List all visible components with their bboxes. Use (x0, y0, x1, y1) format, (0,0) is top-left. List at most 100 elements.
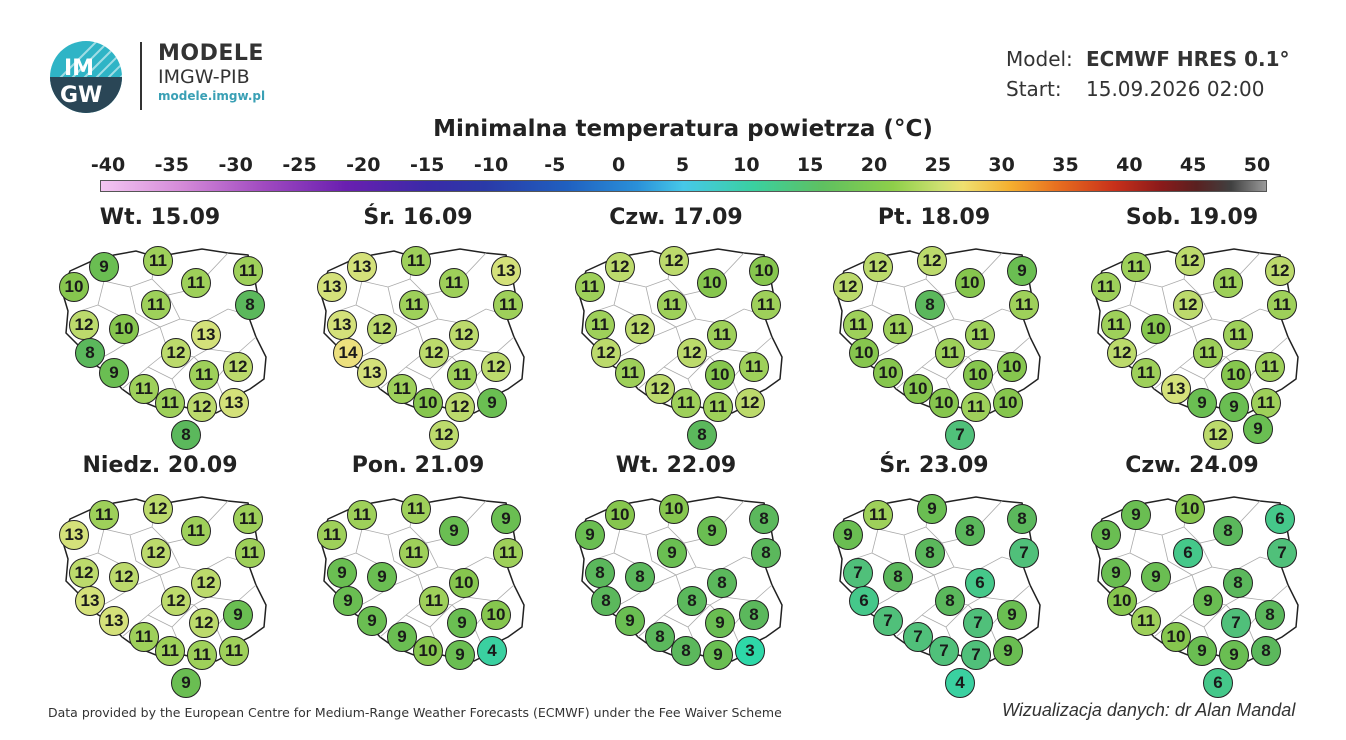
temperature-marker: 8 (171, 420, 201, 450)
temperature-marker: 8 (739, 600, 769, 630)
model-info: Model: ECMWF HRES 0.1° Start: 15.09.2026 0… (1006, 44, 1290, 104)
temperature-marker: 9 (1187, 388, 1217, 418)
colorbar-tick-label: 40 (1116, 154, 1143, 176)
temperature-marker: 12 (591, 338, 621, 368)
temperature-marker: 11 (399, 290, 429, 320)
temperature-marker: 12 (161, 338, 191, 368)
colorbar-tick-label: -20 (346, 154, 381, 176)
data-source-note: Data provided by the European Centre for… (48, 705, 782, 720)
start-label: Start: (1006, 77, 1062, 101)
temperature-marker: 9 (445, 640, 475, 670)
temperature-marker: 9 (1007, 256, 1037, 286)
temperature-marker: 11 (1131, 606, 1161, 636)
imgw-logo: IM GW (48, 40, 126, 114)
temperature-marker: 7 (945, 420, 975, 450)
colorbar-tick-label: 25 (924, 154, 952, 176)
temperature-marker: 6 (1173, 538, 1203, 568)
temperature-marker: 11 (615, 358, 645, 388)
model-value: ECMWF HRES 0.1° (1086, 47, 1290, 71)
forecast-map: 12 12 12 10 9 11 11 8 11 11 10 11 10 10 10 10 10 11 10 7 (826, 239, 1056, 450)
forecast-map: 9 9 10 8 6 7 9 6 9 8 10 9 11 7 8 10 9 9 8 6 (1084, 487, 1314, 698)
temperature-marker: 8 (915, 538, 945, 568)
temperature-marker: 8 (955, 516, 985, 546)
colorbar-tick-label: -25 (282, 154, 317, 176)
temperature-marker: 9 (1101, 558, 1131, 588)
temperature-marker: 12 (69, 310, 99, 340)
temperature-marker: 14 (333, 338, 363, 368)
temperature-marker: 13 (59, 520, 89, 550)
temperature-marker: 9 (223, 600, 253, 630)
temperature-marker: 13 (347, 252, 377, 282)
temperature-marker: 13 (317, 272, 347, 302)
temperature-marker: 12 (429, 420, 459, 450)
temperature-marker: 6 (1203, 668, 1233, 698)
colorbar-tick-label: -5 (544, 154, 566, 176)
temperature-marker: 9 (171, 668, 201, 698)
temperature-marker: 10 (697, 268, 727, 298)
temperature-marker: 7 (1221, 608, 1251, 638)
temperature-marker: 8 (1007, 504, 1037, 534)
temperature-marker: 9 (1121, 500, 1151, 530)
temperature-marker: 13 (75, 586, 105, 616)
colorbar-tick-label: 20 (860, 154, 888, 176)
temperature-marker: 9 (615, 606, 645, 636)
model-label: Model: (1006, 47, 1073, 71)
temperature-marker: 8 (585, 558, 615, 588)
temperature-marker: 11 (1251, 388, 1281, 418)
colorbar-tick-label: 35 (1052, 154, 1079, 176)
temperature-marker: 11 (347, 500, 377, 530)
temperature-marker: 10 (413, 636, 443, 666)
temperature-marker: 10 (605, 500, 635, 530)
temperature-marker: 9 (491, 504, 521, 534)
day-label: Śr. 16.09 (363, 205, 473, 230)
colorbar-tick-label: 30 (988, 154, 1015, 176)
temperature-marker: 11 (707, 320, 737, 350)
temperature-marker: 12 (109, 562, 139, 592)
temperature-marker: 11 (141, 290, 171, 320)
colorbar-tick-label: 45 (1179, 154, 1207, 176)
temperature-marker: 9 (705, 608, 735, 638)
temperature-marker: 13 (357, 358, 387, 388)
temperature-marker: 11 (387, 374, 417, 404)
colorbar-tick-label: -35 (154, 154, 189, 176)
day-label: Czw. 24.09 (1125, 453, 1259, 478)
temperature-marker: 9 (327, 558, 357, 588)
temperature-marker: 9 (575, 520, 605, 550)
temperature-marker: 8 (935, 586, 965, 616)
temperature-marker: 10 (1107, 586, 1137, 616)
brand-url[interactable]: modele.imgw.pl (158, 89, 266, 103)
temperature-marker: 10 (1175, 494, 1205, 524)
forecast-map: 9 11 9 8 8 7 7 8 8 6 6 8 7 7 9 7 7 7 9 4 (826, 487, 1056, 698)
temperature-marker: 11 (961, 392, 991, 422)
temperature-marker: 10 (929, 388, 959, 418)
temperature-marker: 13 (219, 388, 249, 418)
colorbar-tick-labels: -40 -35 -30 -25 -20 -15 -10 -5 0 5 10 15 20 25 30 35 40 4… (0, 154, 1346, 178)
temperature-marker: 8 (687, 420, 717, 450)
temperature-marker: 12 (161, 586, 191, 616)
temperature-marker: 9 (367, 562, 397, 592)
temperature-marker: 11 (657, 290, 687, 320)
temperature-marker: 7 (903, 622, 933, 652)
temperature-marker: 13 (191, 320, 221, 350)
temperature-marker: 8 (235, 290, 265, 320)
page-title: Minimalna temperatura powietrza (°C) (433, 116, 933, 142)
svg-text:GW: GW (60, 83, 102, 108)
temperature-marker: 10 (955, 268, 985, 298)
temperature-marker: 11 (439, 268, 469, 298)
temperature-marker: 11 (751, 290, 781, 320)
temperature-marker: 11 (401, 494, 431, 524)
temperature-marker: 11 (317, 520, 347, 550)
temperature-marker: 11 (863, 500, 893, 530)
forecast-map: 13 13 11 11 13 11 13 11 12 12 14 12 13 11 12 11 10 12 9 12 (310, 239, 540, 450)
temperature-marker: 11 (233, 504, 263, 534)
temperature-marker: 8 (75, 338, 105, 368)
temperature-marker: 9 (333, 586, 363, 616)
temperature-marker: 9 (447, 608, 477, 638)
temperature-marker: 8 (707, 568, 737, 598)
temperature-marker: 13 (1161, 374, 1191, 404)
colorbar-tick-label: 10 (733, 154, 760, 176)
temperature-marker: 11 (1101, 310, 1131, 340)
temperature-marker: 11 (143, 246, 173, 276)
temperature-marker: 8 (751, 538, 781, 568)
temperature-marker: 11 (155, 636, 185, 666)
